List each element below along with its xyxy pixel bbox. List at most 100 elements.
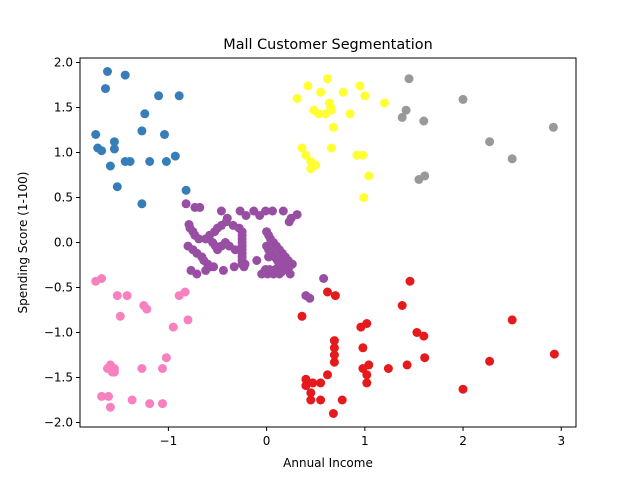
data-point [419, 116, 429, 126]
data-point [402, 360, 412, 370]
data-point [306, 388, 316, 398]
data-point [273, 256, 283, 265]
data-point [161, 353, 171, 363]
data-point [97, 274, 107, 283]
data-point [321, 109, 330, 119]
data-point [306, 164, 316, 174]
data-point [201, 265, 211, 275]
data-point [360, 91, 370, 101]
data-point [330, 291, 340, 301]
data-point [284, 217, 294, 227]
data-point [91, 130, 101, 139]
data-point [154, 91, 164, 101]
data-point [362, 370, 372, 380]
data-point [316, 395, 326, 405]
data-point [412, 328, 422, 337]
data-point [168, 322, 178, 332]
data-point [160, 130, 169, 139]
data-point [305, 293, 315, 303]
series-2 [397, 74, 558, 184]
data-point [355, 81, 365, 91]
data-point [218, 265, 228, 275]
data-point [485, 356, 495, 366]
data-point [303, 81, 313, 91]
data-point [145, 157, 155, 166]
data-point [174, 91, 184, 101]
data-point [319, 274, 329, 283]
data-point [195, 202, 205, 212]
data-point [458, 384, 468, 394]
data-point [221, 217, 231, 227]
data-point [161, 157, 171, 166]
data-point [103, 67, 112, 76]
data-point [485, 137, 495, 147]
data-point [549, 349, 559, 359]
data-point [359, 193, 369, 202]
data-point [323, 287, 332, 297]
data-point [292, 94, 302, 103]
data-point [105, 402, 115, 412]
data-point [337, 395, 347, 405]
chart-title: Mall Customer Segmentation [223, 37, 432, 53]
data-point [397, 301, 407, 310]
y-axis-ticks: −2.0 −1.5 −1.0 −0.5 0.0 0.5 1.0 1.5 2.0 [44, 56, 80, 430]
y-tick-label: −1.0 [44, 326, 73, 340]
data-point [261, 206, 271, 216]
data-point [420, 171, 430, 181]
data-point [507, 154, 517, 164]
data-point [125, 157, 135, 166]
y-tick-label: −2.0 [44, 416, 73, 430]
data-point [112, 182, 122, 192]
x-axis-ticks: −1 0 1 2 3 [160, 427, 565, 448]
data-point [183, 315, 193, 325]
data-point [97, 391, 107, 401]
data-point [137, 126, 147, 136]
data-point [194, 234, 204, 244]
data-point [364, 360, 374, 370]
data-point [420, 353, 430, 363]
data-point [101, 84, 110, 94]
data-point [380, 98, 389, 108]
data-point [316, 87, 326, 97]
data-point [314, 109, 324, 119]
data-point [323, 370, 332, 380]
data-point [362, 319, 372, 328]
data-point [404, 74, 414, 84]
data-point [216, 206, 226, 216]
data-point [127, 395, 137, 405]
data-point [328, 409, 338, 418]
data-point [329, 336, 339, 346]
y-tick-label: 2.0 [54, 56, 73, 70]
data-point [405, 276, 415, 286]
data-point [229, 262, 239, 272]
data-point [329, 343, 339, 353]
data-point [109, 137, 119, 147]
series-5 [91, 274, 193, 412]
data-point [397, 112, 407, 122]
data-point [137, 199, 147, 209]
data-point [338, 87, 348, 97]
data-point [364, 171, 374, 181]
data-point [158, 399, 167, 409]
data-point [142, 304, 152, 314]
data-point [308, 378, 318, 388]
series-4 [297, 276, 559, 418]
data-point [241, 211, 251, 220]
data-points [91, 67, 559, 418]
data-point [170, 151, 180, 161]
data-point [297, 143, 307, 153]
x-tick-label: −1 [160, 434, 178, 448]
y-axis-label: Spending Score (1-100) [16, 172, 30, 314]
data-point [401, 105, 411, 115]
x-tick-label: 3 [557, 434, 565, 448]
data-point [301, 374, 311, 384]
series-3 [181, 199, 329, 303]
data-point [112, 291, 122, 301]
data-point [252, 256, 262, 265]
data-point [358, 150, 368, 160]
data-point [301, 150, 311, 160]
y-tick-label: 1.5 [54, 101, 73, 115]
data-point [120, 70, 130, 80]
x-tick-label: 1 [361, 434, 369, 448]
